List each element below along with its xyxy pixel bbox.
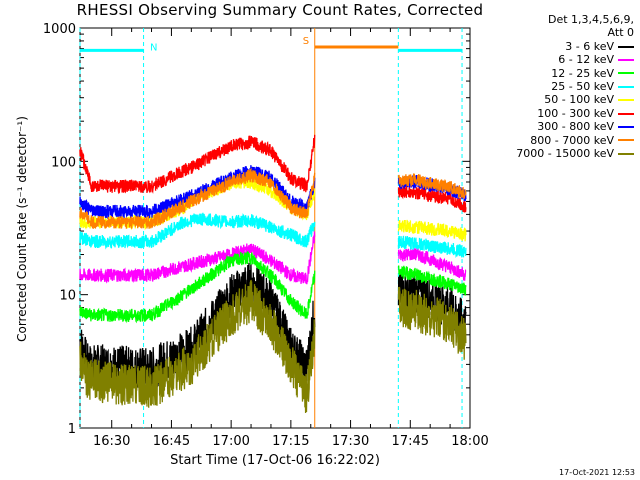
legend-item-label: 50 - 100 keV [544,93,614,107]
chart-title: RHESSI Observing Summary Count Rates, Co… [76,1,484,19]
legend-item: 7000 - 15000 keV [478,147,634,160]
x-tick-label: 17:45 [392,434,429,449]
legend-item-label: 7000 - 15000 keV [516,147,614,161]
axis-ticks: 16:30 16:45 17:00 17:15 17:30 17:45 18:00 1 10 10… [43,22,489,449]
legend-item: 6 - 12 keV [478,53,634,66]
mode-markers: NS [80,36,463,53]
mode-label: S [303,36,309,47]
x-tick-label: 16:30 [93,434,130,449]
series-line [79,251,467,324]
legend-swatch [618,152,634,155]
series-lines [79,134,467,414]
y-axis-label: Corrected Count Rate (s⁻¹ detector⁻¹) [15,116,29,342]
legend-swatch [618,112,634,115]
legend-item: 50 - 100 keV [478,93,634,106]
legend-item-label: 6 - 12 keV [558,53,614,67]
legend-header-attenuator: Att 0 [607,26,634,40]
series-line [79,134,467,213]
series-line [79,212,467,258]
y-tick-label: 10 [59,289,76,304]
legend-item: 800 - 7000 keV [478,134,634,147]
legend-item-label: 800 - 7000 keV [530,133,614,147]
legend-item: 12 - 25 keV [478,67,634,80]
legend-item: 300 - 800 keV [478,120,634,133]
legend-item-label: 3 - 6 keV [565,39,614,53]
x-tick-label: 17:30 [332,434,369,449]
x-tick-label: 17:00 [212,434,249,449]
legend-item-label: 300 - 800 keV [537,120,614,134]
legend-item: 100 - 300 keV [478,107,634,120]
legend-swatch [618,58,634,61]
y-tick-label: 1 [68,422,76,437]
y-tick-label: 1000 [43,22,76,37]
legend-item-label: 100 - 300 keV [537,106,614,120]
legend-header-detectors: Det 1,3,4,5,6,9, [547,13,634,26]
legend-swatch [618,99,634,102]
x-axis-label: Start Time (17-Oct-06 16:22:02) [170,453,380,468]
mode-label: N [150,42,157,53]
legend-swatch [618,85,634,88]
legend-item-label: 25 - 50 keV [551,80,614,94]
legend-items: 3 - 6 keV 6 - 12 keV 12 - 25 keV 25 - 50 ke… [478,40,634,161]
legend-item: 25 - 50 keV [478,80,634,93]
x-tick-label: 17:15 [272,434,309,449]
x-tick-label: 16:45 [153,434,190,449]
legend: Det 1,3,4,5,6,9, Att 0 3 - 6 keV 6 - 12 k… [478,13,634,160]
legend-swatch [618,139,634,142]
y-tick-label: 100 [51,155,76,170]
legend-item: 3 - 6 keV [478,40,634,53]
series-line [79,279,467,414]
series-line [79,231,467,285]
legend-item-label: 12 - 25 keV [551,66,614,80]
legend-swatch [618,72,634,75]
legend-swatch [618,45,634,48]
legend-swatch [618,125,634,128]
footer-timestamp: 17-Oct-2021 12:53 [559,468,635,477]
x-tick-label: 18:00 [451,434,488,449]
series-line [79,167,467,229]
